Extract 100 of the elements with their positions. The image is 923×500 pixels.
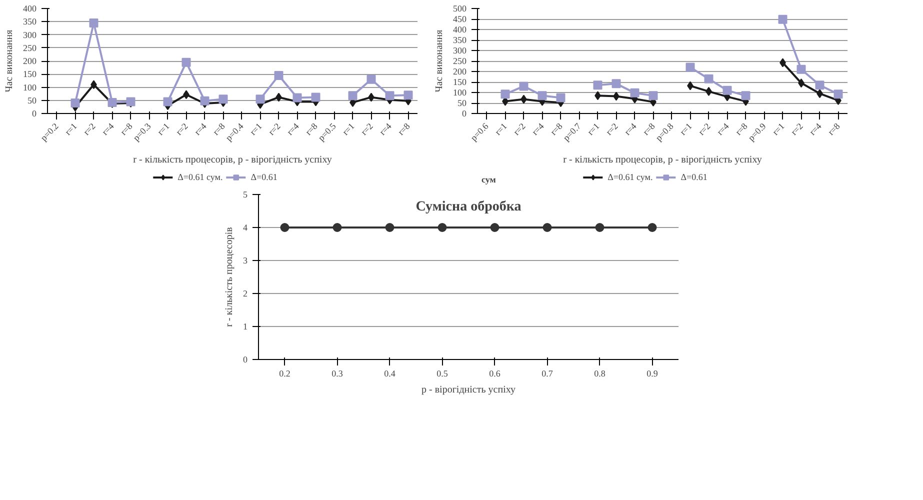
x-tick-label: r=4 bbox=[284, 120, 302, 138]
x-tick-label: r=8 bbox=[303, 120, 320, 138]
x-tick-label: r=8 bbox=[826, 120, 842, 138]
y-tick-label: 250 bbox=[453, 56, 467, 66]
y-tick-label: 5 bbox=[243, 190, 248, 200]
x-tick-label: r=2 bbox=[174, 121, 190, 138]
y-axis-title: r - кількість процесорів bbox=[224, 226, 235, 327]
x-tick-label: r=2 bbox=[511, 121, 528, 138]
x-tick-label: r=4 bbox=[377, 120, 394, 138]
y-tick-label: 50 bbox=[28, 95, 37, 106]
point bbox=[89, 18, 98, 28]
x-tick-label: r=2 bbox=[696, 121, 712, 138]
point bbox=[815, 80, 824, 90]
point bbox=[722, 86, 732, 95]
point bbox=[704, 74, 714, 84]
x-tick-label: r=1 bbox=[492, 121, 509, 138]
y-tick-label: 0 bbox=[32, 108, 37, 118]
legend-label: Δ=0.61 bbox=[680, 171, 708, 183]
x-tick-label: r=2 bbox=[788, 121, 805, 138]
y-tick-label: 200 bbox=[453, 66, 467, 76]
point bbox=[556, 93, 566, 102]
y-tick-label: 150 bbox=[23, 69, 37, 80]
point bbox=[612, 79, 621, 88]
x-tick-label: 0.2 bbox=[279, 368, 290, 378]
y-tick-label: 250 bbox=[23, 42, 37, 53]
legend-label: Δ=0.61 сум. bbox=[178, 171, 223, 183]
y-tick-label: 0 bbox=[243, 354, 248, 364]
x-tick-label: r=1 bbox=[248, 121, 264, 138]
y-tick-label: 0 bbox=[462, 108, 467, 118]
x-tick-label: 0.6 bbox=[489, 368, 501, 378]
point bbox=[538, 91, 547, 100]
point bbox=[834, 90, 843, 99]
x-axis-title: r - кількість процесорів, p - вірогідність успіху bbox=[133, 154, 332, 166]
point bbox=[274, 70, 284, 80]
y-tick-label: 4 bbox=[243, 222, 248, 232]
y-tick-label: 350 bbox=[23, 16, 37, 27]
y-tick-label: 200 bbox=[23, 56, 37, 66]
legend-label: Δ=0.61 сум. bbox=[608, 171, 653, 183]
point bbox=[218, 94, 228, 104]
y-tick-label: 100 bbox=[453, 88, 467, 98]
x-tick-label: r=8 bbox=[118, 120, 135, 138]
x-axis-title: r - кількість процесорів, p - вірогідність успіху bbox=[563, 154, 762, 166]
point bbox=[182, 58, 191, 67]
x-tick-label: r=2 bbox=[81, 121, 98, 138]
x-tick-label: r=4 bbox=[100, 120, 116, 138]
point bbox=[500, 90, 510, 99]
x-tick-label: r=2 bbox=[358, 121, 375, 138]
x-tick-label: r=1 bbox=[155, 121, 172, 138]
x-axis-title: p - вірогідність успіху bbox=[422, 384, 516, 396]
legend-label: Δ=0.61 bbox=[250, 171, 278, 183]
x-tick-label: 0.4 bbox=[384, 368, 396, 378]
y-tick-label: 300 bbox=[23, 30, 37, 40]
y-axis-title: Час виконання bbox=[4, 29, 15, 92]
y-tick-label: 3 bbox=[243, 256, 248, 266]
x-tick-label: r=4 bbox=[622, 120, 639, 138]
x-tick-label: r=8 bbox=[210, 120, 228, 138]
point bbox=[778, 14, 788, 24]
x-tick-label: r=4 bbox=[807, 120, 824, 138]
point bbox=[404, 90, 413, 100]
x-tick-label: r=8 bbox=[548, 120, 565, 138]
point bbox=[200, 96, 210, 106]
point bbox=[796, 64, 806, 74]
x-tick-label: 0.7 bbox=[542, 368, 554, 378]
x-tick-label: 0.5 bbox=[436, 368, 448, 378]
point bbox=[686, 62, 695, 72]
text: сум bbox=[482, 174, 496, 184]
point bbox=[385, 91, 394, 100]
x-tick-label: r=1 bbox=[585, 121, 602, 138]
x-tick-label: r=4 bbox=[192, 120, 209, 138]
y-axis-title: Час виконання bbox=[434, 29, 445, 92]
y-tick-label: 100 bbox=[23, 82, 37, 92]
y-tick-label: 300 bbox=[453, 46, 467, 56]
point bbox=[630, 88, 640, 98]
y-tick-label: 2 bbox=[243, 288, 248, 298]
x-tick-label: r=1 bbox=[340, 121, 356, 138]
y-tick-label: 350 bbox=[453, 35, 467, 45]
y-tick-label: 400 bbox=[23, 4, 37, 14]
x-tick-label: r=8 bbox=[733, 120, 750, 138]
point bbox=[519, 82, 528, 91]
y-tick-label: 150 bbox=[453, 77, 467, 87]
point bbox=[256, 94, 265, 104]
x-tick-label: r=2 bbox=[604, 121, 620, 138]
point bbox=[348, 91, 358, 100]
point bbox=[366, 74, 376, 84]
x-tick-label: r=1 bbox=[62, 121, 79, 138]
x-tick-label: r=8 bbox=[396, 120, 412, 138]
point bbox=[70, 98, 80, 108]
y-tick-label: 500 bbox=[453, 4, 467, 14]
x-tick-label: r=4 bbox=[714, 120, 732, 138]
x-tick-label: 0.9 bbox=[646, 368, 658, 378]
point bbox=[648, 91, 658, 100]
y-tick-label: 50 bbox=[458, 98, 467, 108]
point bbox=[593, 80, 602, 90]
y-tick-label: 450 bbox=[453, 14, 467, 24]
point bbox=[292, 93, 302, 102]
x-tick-label: r=1 bbox=[678, 121, 694, 138]
x-tick-label: r=8 bbox=[640, 120, 658, 138]
chart-title: Сумісна обробка bbox=[416, 199, 522, 214]
point bbox=[163, 97, 172, 106]
y-tick-label: 400 bbox=[453, 24, 467, 34]
